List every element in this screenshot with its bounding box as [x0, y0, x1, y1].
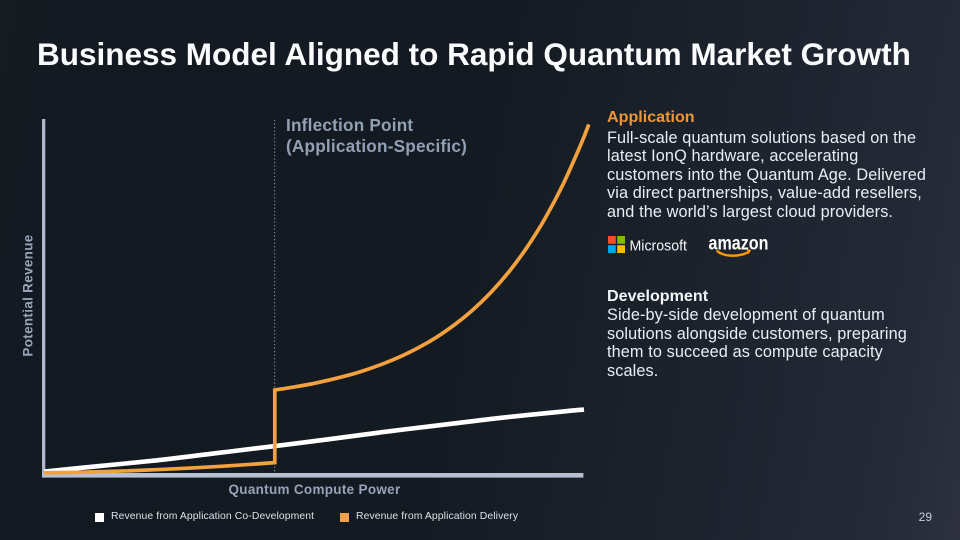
svg-text:Microsoft: Microsoft: [630, 238, 688, 255]
svg-text:amazon: amazon: [709, 233, 769, 254]
